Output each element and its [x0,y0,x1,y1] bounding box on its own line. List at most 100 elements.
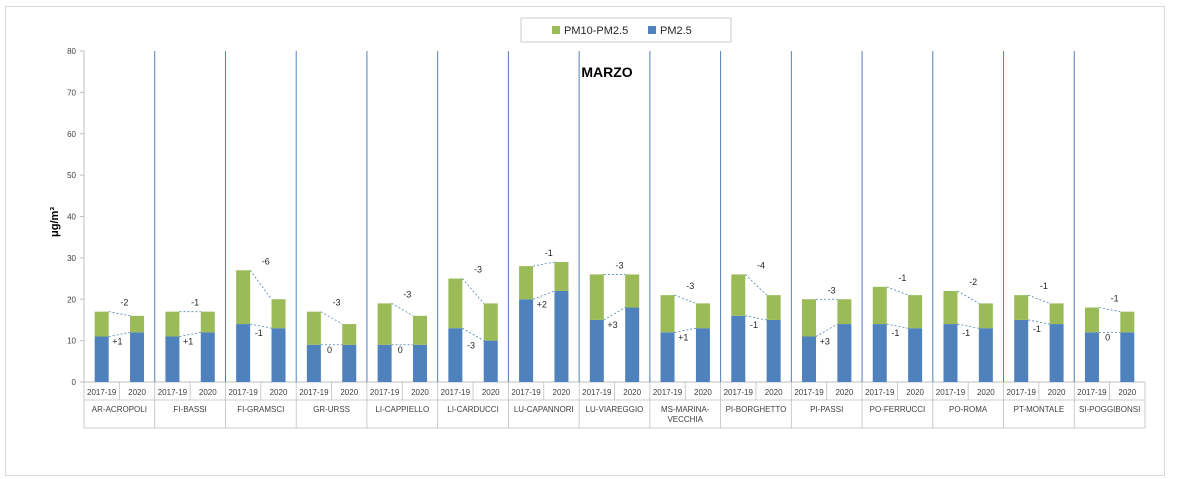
station-label: FI-GRAMSCI [237,405,284,414]
bar-pm10-pm25-segment [200,311,215,333]
bar-pm10-pm25-segment [766,295,781,320]
bar-pm10-pm25-segment [731,274,746,316]
period-label: 2017-19 [724,388,754,397]
coarse-diff-label: -3 [615,260,623,270]
pm10-connector [1028,294,1050,304]
y-axis-label: μg/m³ [49,207,61,237]
bar-pm25-segment [412,344,427,382]
legend-label: PM10-PM2.5 [564,25,628,37]
bar-pm10-pm25-segment [695,303,710,329]
station-label: LU-VIAREGGIO [586,405,644,414]
bar-pm10-pm25-segment [448,278,463,329]
station-label: LI-CARDUCCI [447,405,499,414]
y-tick-label: 40 [67,213,76,222]
bar-pm25-segment [519,299,534,382]
bar-pm25-segment [1084,332,1099,382]
fine-diff-label: -1 [891,328,899,338]
coarse-diff-label: -3 [828,285,836,295]
bar-pm25-segment [731,315,746,382]
period-label: 2020 [1048,388,1066,397]
period-label: 2017-19 [441,388,471,397]
station-label: SI-POGGIBONSI [1079,405,1140,414]
bar-pm25-segment [766,319,781,382]
bar-pm25-segment [978,328,993,382]
fine-diff-label: 0 [1105,332,1110,342]
pm10-connector [249,270,272,300]
coarse-diff-label: -3 [403,289,411,299]
y-tick-label: 10 [67,337,76,346]
station-label: VECCHIA [667,415,703,424]
bar-pm10-pm25-segment [306,311,321,345]
coarse-diff-label: -3 [686,281,694,291]
period-label: 2017-19 [228,388,258,397]
y-tick-label: 80 [67,47,76,56]
chart-title: MARZO [581,64,632,80]
fine-diff-label: -1 [255,328,263,338]
period-label: 2020 [765,388,783,397]
pm10-connector [745,274,767,296]
legend-swatch [648,26,656,34]
period-label: 2017-19 [936,388,966,397]
station-label: GR-URSS [313,405,350,414]
fine-diff-label: 0 [327,345,332,355]
period-label: 2017-19 [653,388,683,397]
pm10-connector [108,311,131,317]
bar-pm25-segment [1014,319,1029,382]
period-label: 2017-19 [370,388,400,397]
chart-axes: 0 10 20 30 40 50 60 70 80 2017-19 2020 AR-ACROPOLI 2… [67,47,1146,429]
pm25-connector [462,327,484,341]
bar-pm10-pm25-segment [165,311,180,337]
bar-pm10-pm25-segment [978,303,993,329]
pm25-connector [603,307,626,321]
bar-pm10-pm25-segment [802,299,817,337]
fine-diff-label: -1 [962,328,970,338]
bar-pm10-pm25-segment [342,324,357,345]
bar-pm25-segment [943,324,958,382]
bar-pm25-segment [271,328,286,382]
bar-pm25-segment [695,328,710,382]
bar-pm25-segment [908,328,923,382]
pm25-connector [532,290,555,300]
bar-pm10-pm25-segment [94,311,109,337]
bar-pm10-pm25-segment [236,270,251,325]
bar-pm10-pm25-segment [1120,311,1135,333]
period-label: 2017-19 [582,388,612,397]
bar-pm10-pm25-segment [625,274,640,308]
period-label: 2020 [411,388,429,397]
pm10-connector [1098,307,1121,313]
pm10-connector [391,303,414,317]
chart-annotations: -2 +1 -1 +1 -6 -1 -3 0 -3 0 -3 -3 -1 +2 -3 +3 -3 +1 -4 -1 -3… [108,248,1121,355]
bar-pm10-pm25-segment [483,303,498,341]
period-label: 2017-19 [1007,388,1037,397]
station-label: PO-FERRUCCI [870,405,926,414]
chart-bars [94,262,1135,382]
bar-pm25-segment [306,344,321,382]
bar-pm10-pm25-segment [837,299,852,325]
fine-diff-label: +3 [607,320,617,330]
bar-pm10-pm25-segment [1014,295,1029,320]
bar-pm25-segment [94,336,109,382]
period-label: 2020 [906,388,924,397]
bar-pm25-segment [1049,324,1064,382]
period-label: 2020 [340,388,358,397]
coarse-diff-label: -1 [545,248,553,258]
pm10-connector [533,261,555,267]
station-label: PO-ROMA [949,405,988,414]
coarse-diff-label: -2 [120,298,128,308]
bar-pm25-segment [483,340,498,382]
fine-diff-label: -3 [467,341,475,351]
station-label: PT-MONTALE [1014,405,1065,414]
bar-pm25-segment [342,344,357,382]
bar-pm10-pm25-segment [943,290,958,325]
period-label: 2020 [482,388,500,397]
bar-pm10-pm25-segment [271,299,286,329]
station-label: LI-CAPPIELLO [375,405,429,414]
coarse-diff-label: -1 [1111,294,1119,304]
pm10-connector [886,286,909,296]
bar-pm25-segment [554,290,569,382]
bar-pm25-segment [200,332,215,382]
period-label: 2020 [553,388,571,397]
coarse-diff-label: -1 [898,273,906,283]
bar-pm25-segment [872,324,887,382]
